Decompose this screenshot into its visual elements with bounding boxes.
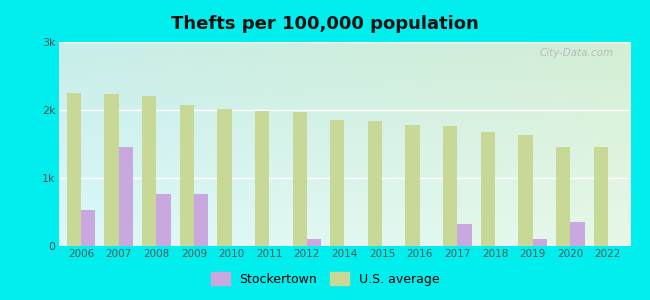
Bar [307, 239, 321, 246]
Bar [179, 105, 194, 246]
Bar [518, 135, 532, 246]
Bar [443, 126, 458, 246]
Bar [593, 147, 608, 246]
Bar [67, 93, 81, 246]
Bar [105, 94, 119, 246]
Bar [217, 109, 231, 246]
Text: City-Data.com: City-Data.com [540, 48, 614, 58]
Bar [481, 132, 495, 246]
Bar [194, 194, 208, 246]
Bar [292, 112, 307, 246]
Bar [458, 224, 472, 246]
Bar [330, 119, 344, 246]
Bar [532, 239, 547, 246]
Text: Thefts per 100,000 population: Thefts per 100,000 population [171, 15, 479, 33]
Bar [142, 96, 157, 246]
Bar [157, 194, 171, 246]
Bar [570, 221, 584, 246]
Bar [406, 125, 420, 246]
Bar [81, 210, 96, 246]
Bar [368, 121, 382, 246]
Legend: Stockertown, U.S. average: Stockertown, U.S. average [206, 267, 444, 291]
Bar [255, 111, 269, 246]
Bar [119, 147, 133, 246]
Bar [556, 147, 570, 246]
